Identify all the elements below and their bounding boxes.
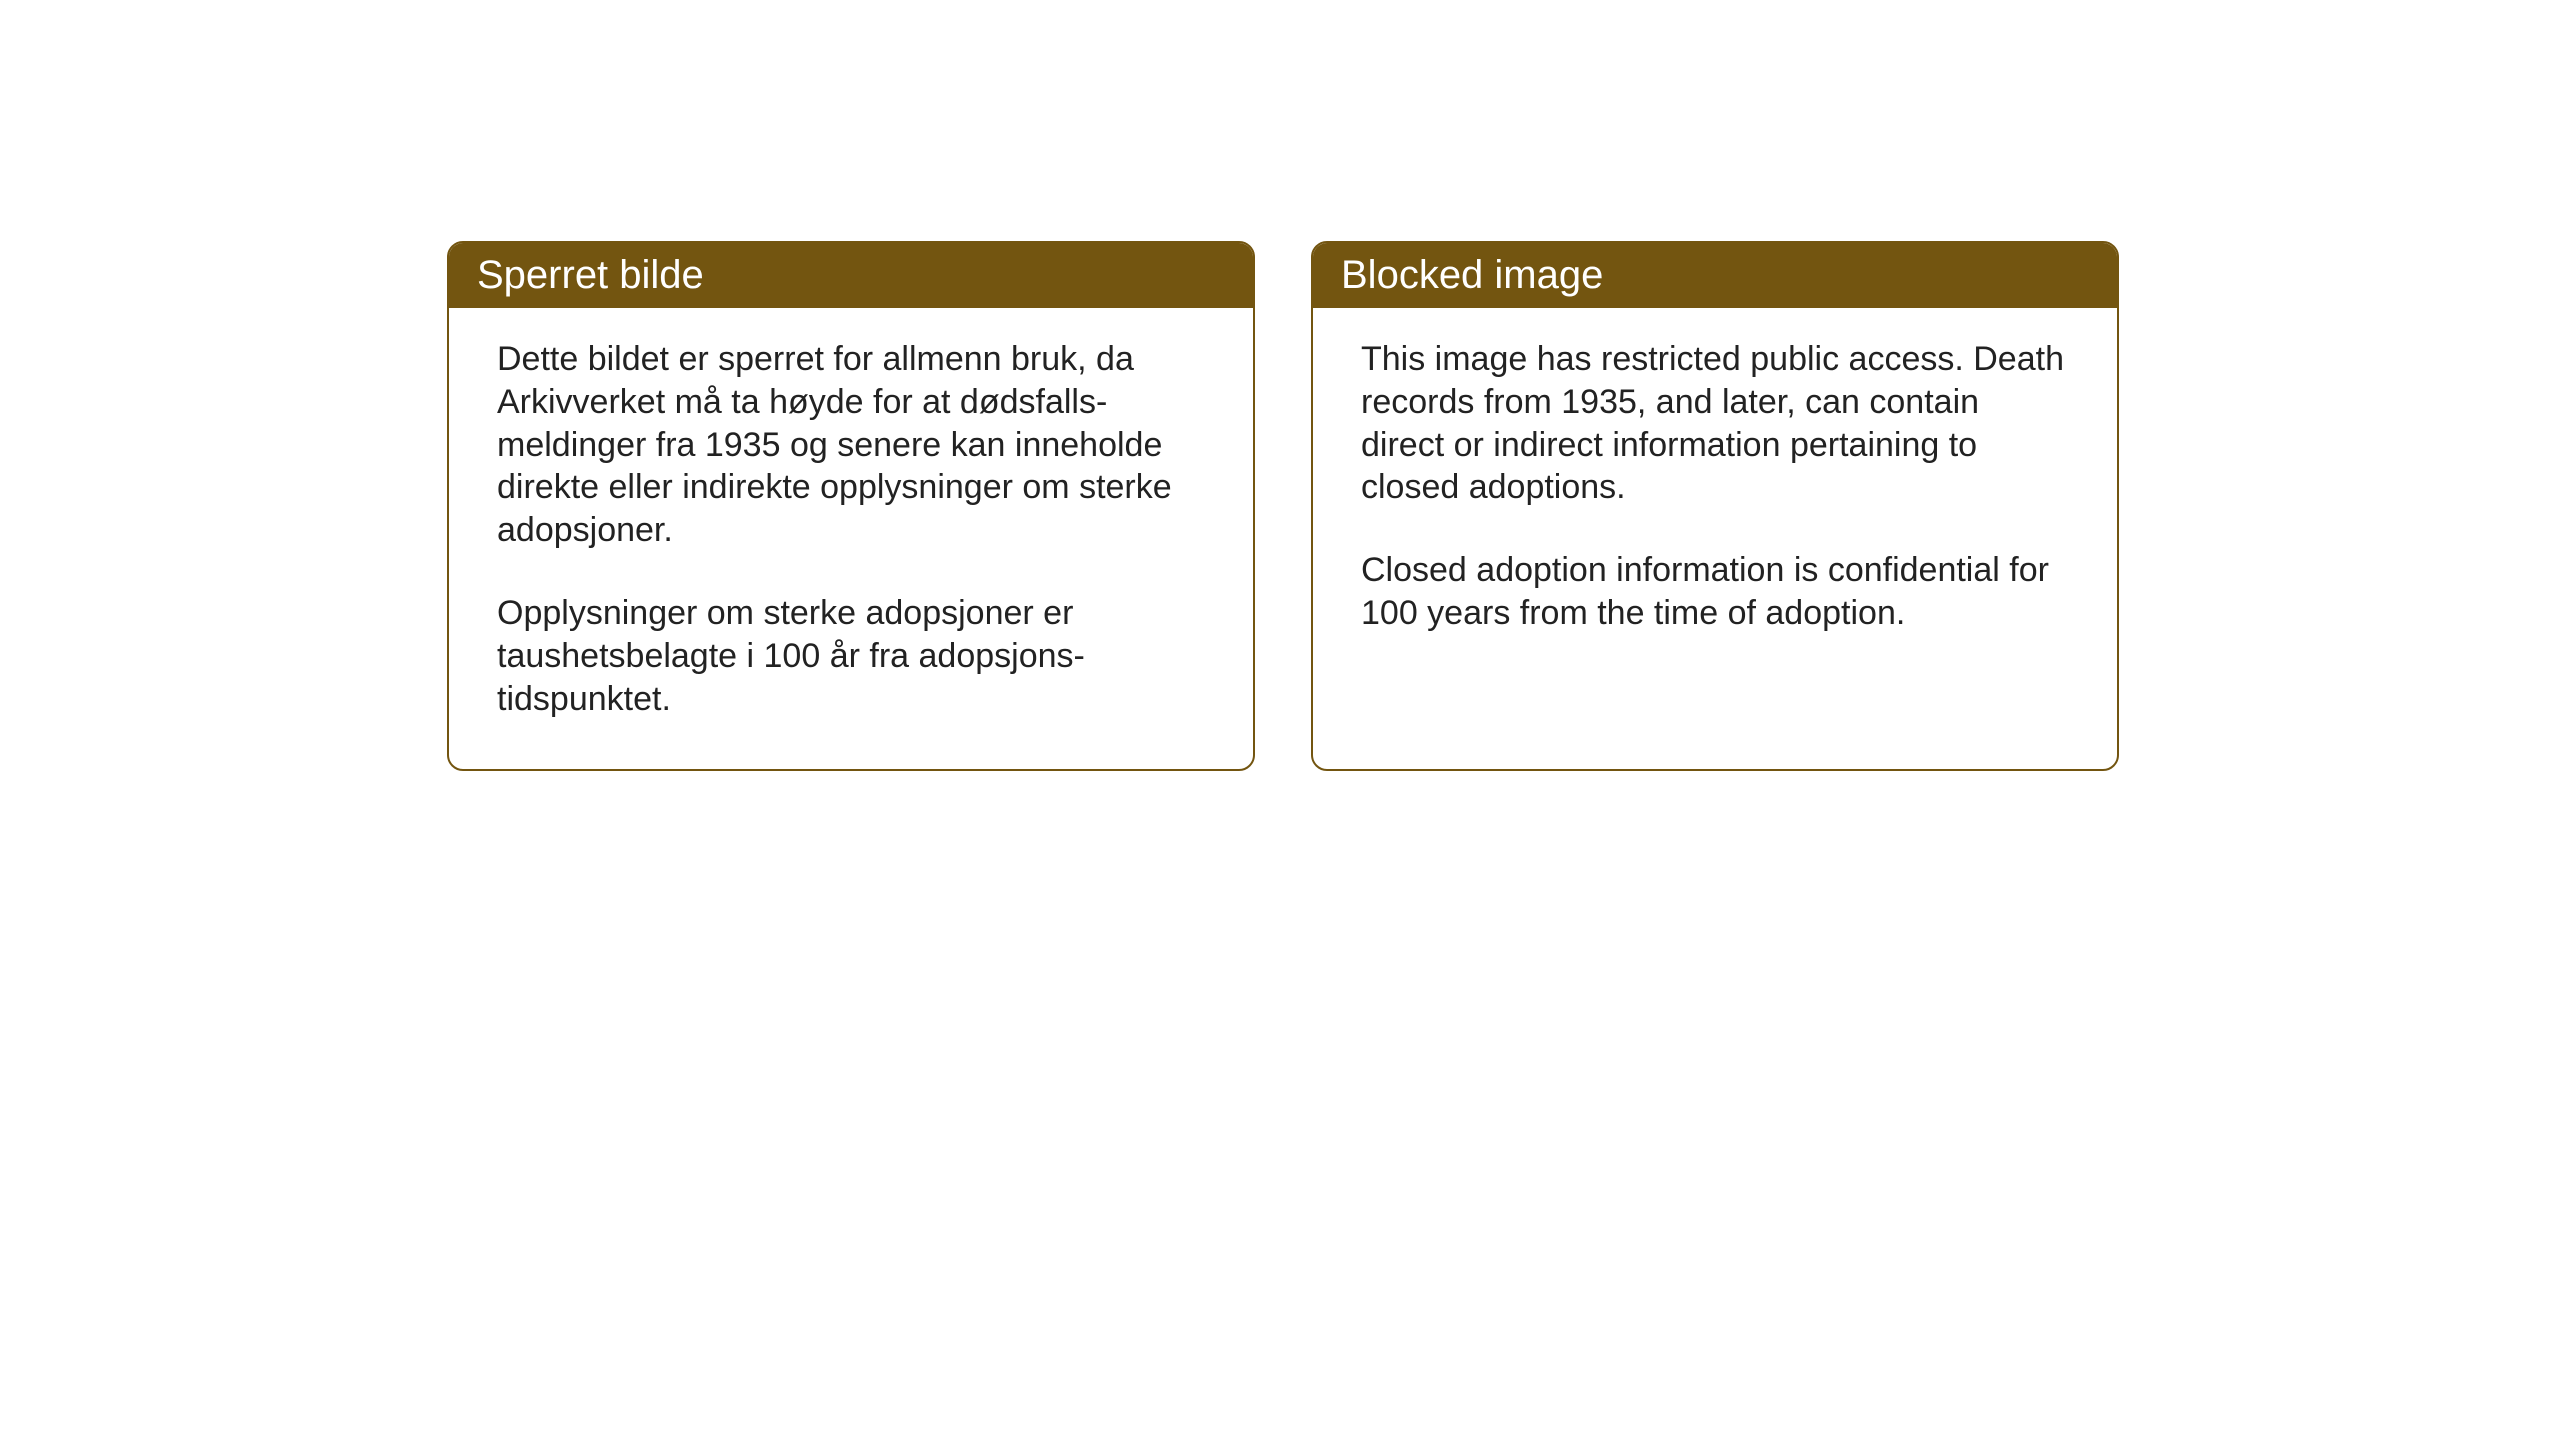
card-paragraph-norwegian-2: Opplysninger om sterke adopsjoner er tau… [497,592,1205,720]
card-paragraph-norwegian-1: Dette bildet er sperret for allmenn bruk… [497,338,1205,552]
card-paragraph-english-1: This image has restricted public access.… [1361,338,2069,509]
card-body-norwegian: Dette bildet er sperret for allmenn bruk… [449,308,1253,769]
card-title-english: Blocked image [1341,253,1603,297]
card-body-english: This image has restricted public access.… [1313,308,2117,683]
notice-card-container: Sperret bilde Dette bildet er sperret fo… [447,241,2119,771]
notice-card-norwegian: Sperret bilde Dette bildet er sperret fo… [447,241,1255,771]
card-paragraph-english-2: Closed adoption information is confident… [1361,549,2069,635]
card-header-english: Blocked image [1313,243,2117,308]
card-header-norwegian: Sperret bilde [449,243,1253,308]
card-title-norwegian: Sperret bilde [477,253,704,297]
notice-card-english: Blocked image This image has restricted … [1311,241,2119,771]
